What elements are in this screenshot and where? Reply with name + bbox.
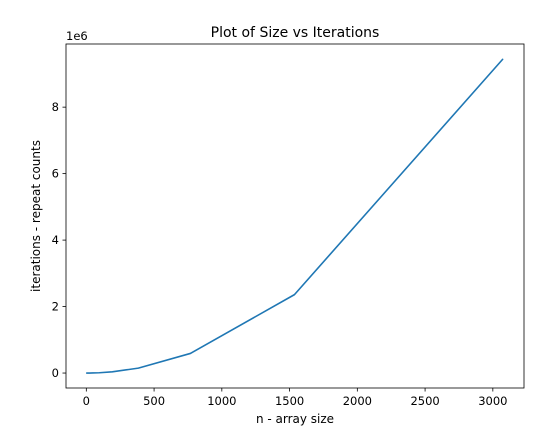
y-tick-label: 0	[52, 366, 59, 380]
x-tick-label: 0	[83, 394, 90, 408]
x-axis-ticks: 0 500 1000 1500 2000 2500 3000	[83, 388, 507, 408]
y-axis-label: iterations - repeat counts	[29, 140, 43, 292]
x-tick-label: 500	[143, 394, 165, 408]
x-tick-label: 3000	[478, 394, 507, 408]
x-tick-label: 1500	[275, 394, 304, 408]
y-axis-offset-label: 1e6	[66, 29, 88, 43]
series-layer	[85, 58, 504, 374]
x-tick-label: 2500	[410, 394, 439, 408]
y-tick-label: 2	[52, 300, 59, 314]
y-axis-ticks: 0 2 4 6 8	[52, 100, 66, 380]
x-tick-label: 1000	[207, 394, 236, 408]
axes-frame	[65, 43, 525, 389]
y-tick-label: 6	[52, 167, 59, 181]
x-axis-label: n - array size	[256, 412, 334, 426]
series-line	[85, 58, 504, 374]
y-tick-label: 4	[52, 233, 59, 247]
y-tick-label: 8	[52, 100, 59, 114]
chart-title: Plot of Size vs Iterations	[211, 25, 380, 41]
x-tick-label: 2000	[343, 394, 372, 408]
